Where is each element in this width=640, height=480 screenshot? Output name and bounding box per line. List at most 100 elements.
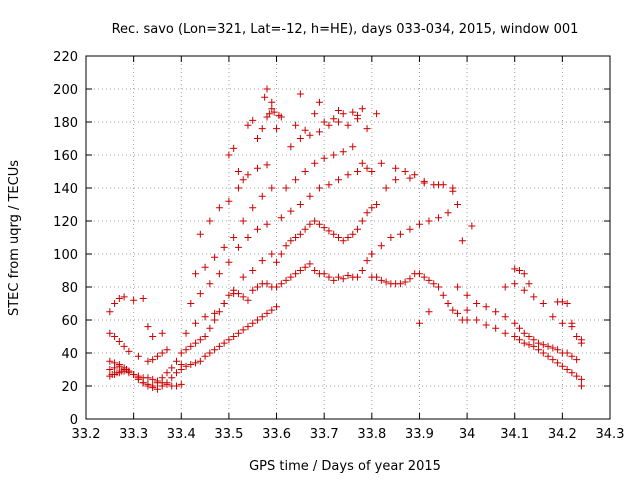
data-point-marker bbox=[230, 333, 238, 340]
data-point-marker bbox=[344, 234, 352, 241]
x-tick-label: 33.2 bbox=[72, 427, 101, 442]
data-point-marker bbox=[530, 293, 538, 301]
data-point-marker bbox=[125, 367, 133, 375]
data-point-marker bbox=[377, 159, 385, 167]
data-point-marker bbox=[273, 303, 281, 311]
data-point-marker bbox=[265, 110, 273, 118]
data-point-marker bbox=[153, 379, 161, 387]
data-point-marker bbox=[106, 366, 114, 373]
data-point-marker bbox=[549, 344, 557, 352]
data-point-marker bbox=[377, 276, 385, 284]
data-points bbox=[106, 85, 585, 393]
data-point-marker bbox=[106, 357, 114, 365]
data-point-marker bbox=[292, 121, 300, 129]
data-point-marker bbox=[258, 257, 266, 265]
y-tick-label: 20 bbox=[61, 380, 78, 395]
data-point-marker bbox=[349, 230, 357, 238]
data-point-marker bbox=[306, 260, 314, 268]
data-point-marker bbox=[244, 171, 252, 179]
data-point-marker bbox=[401, 278, 409, 286]
data-point-marker bbox=[334, 118, 342, 126]
data-point-marker bbox=[334, 176, 342, 184]
data-point-marker bbox=[354, 273, 362, 281]
data-point-marker bbox=[187, 300, 195, 307]
data-point-marker bbox=[411, 171, 419, 179]
data-point-marker bbox=[153, 352, 161, 360]
data-point-marker bbox=[106, 308, 114, 316]
data-point-marker bbox=[325, 273, 333, 281]
data-point-marker bbox=[354, 225, 362, 233]
data-point-marker bbox=[296, 90, 304, 98]
data-point-marker bbox=[192, 359, 200, 367]
data-point-marker bbox=[435, 283, 443, 291]
data-point-marker bbox=[239, 326, 247, 334]
data-point-marker bbox=[568, 352, 576, 360]
data-point-marker bbox=[358, 267, 366, 274]
data-point-marker bbox=[439, 291, 447, 299]
data-point-marker bbox=[454, 309, 462, 317]
data-point-marker bbox=[268, 98, 276, 106]
data-point-marker bbox=[535, 339, 543, 347]
data-point-marker bbox=[354, 168, 362, 175]
data-point-marker bbox=[134, 352, 142, 360]
data-point-marker bbox=[192, 319, 200, 327]
data-point-marker bbox=[530, 342, 538, 350]
data-point-marker bbox=[301, 168, 309, 175]
data-point-marker bbox=[387, 234, 395, 241]
y-tick-label: 220 bbox=[53, 50, 78, 65]
data-point-marker bbox=[577, 382, 585, 390]
data-point-marker bbox=[282, 242, 290, 250]
y-tick-label: 140 bbox=[53, 182, 78, 197]
y-tick-label: 100 bbox=[53, 248, 78, 263]
data-point-marker bbox=[349, 143, 357, 151]
data-point-marker bbox=[163, 346, 171, 354]
data-point-marker bbox=[549, 356, 557, 364]
data-point-marker bbox=[315, 128, 323, 136]
data-point-marker bbox=[425, 276, 433, 284]
data-point-marker bbox=[425, 217, 433, 225]
data-point-marker bbox=[139, 295, 147, 303]
x-tick-label: 33.8 bbox=[357, 427, 386, 442]
data-point-marker bbox=[344, 171, 352, 179]
data-point-marker bbox=[220, 339, 228, 347]
data-point-marker bbox=[525, 341, 533, 349]
x-tick-label: 33.5 bbox=[214, 427, 243, 442]
data-point-marker bbox=[225, 151, 233, 159]
data-point-marker bbox=[234, 243, 242, 251]
data-point-marker bbox=[144, 374, 152, 382]
data-point-marker bbox=[282, 276, 290, 284]
data-point-marker bbox=[339, 275, 347, 283]
y-tick-label: 160 bbox=[53, 149, 78, 164]
y-tick-label: 60 bbox=[61, 314, 78, 329]
data-point-marker bbox=[535, 346, 543, 354]
data-point-marker bbox=[525, 280, 533, 288]
data-point-marker bbox=[501, 313, 509, 321]
data-point-marker bbox=[315, 98, 323, 106]
data-point-marker bbox=[420, 273, 428, 281]
y-tick-label: 0 bbox=[70, 413, 78, 428]
data-point-marker bbox=[435, 214, 443, 222]
x-tick-labels: 33.2 33.3 33.4 33.5 33.6 33.7 33.8 33.9 34 34.1 34… bbox=[72, 427, 625, 442]
data-point-marker bbox=[196, 230, 204, 238]
data-point-marker bbox=[120, 342, 128, 350]
data-point-marker bbox=[182, 329, 190, 337]
data-point-marker bbox=[277, 214, 285, 222]
data-point-marker bbox=[249, 267, 257, 274]
data-point-marker bbox=[577, 336, 585, 344]
data-point-marker bbox=[282, 184, 290, 192]
data-point-marker bbox=[296, 230, 304, 238]
y-axis-label: STEC from uqrg / TECUs bbox=[7, 160, 22, 316]
data-point-marker bbox=[192, 339, 200, 347]
data-point-marker bbox=[168, 364, 176, 372]
data-point-marker bbox=[201, 352, 209, 360]
data-point-marker bbox=[334, 273, 342, 281]
data-point-marker bbox=[177, 366, 185, 373]
data-point-marker bbox=[253, 283, 261, 291]
data-point-marker bbox=[520, 339, 528, 347]
data-point-marker bbox=[149, 333, 157, 340]
data-point-marker bbox=[449, 306, 457, 314]
data-point-marker bbox=[330, 115, 338, 123]
x-tick-label: 34 bbox=[459, 427, 476, 442]
data-point-marker bbox=[277, 113, 285, 121]
data-point-marker bbox=[287, 237, 295, 245]
